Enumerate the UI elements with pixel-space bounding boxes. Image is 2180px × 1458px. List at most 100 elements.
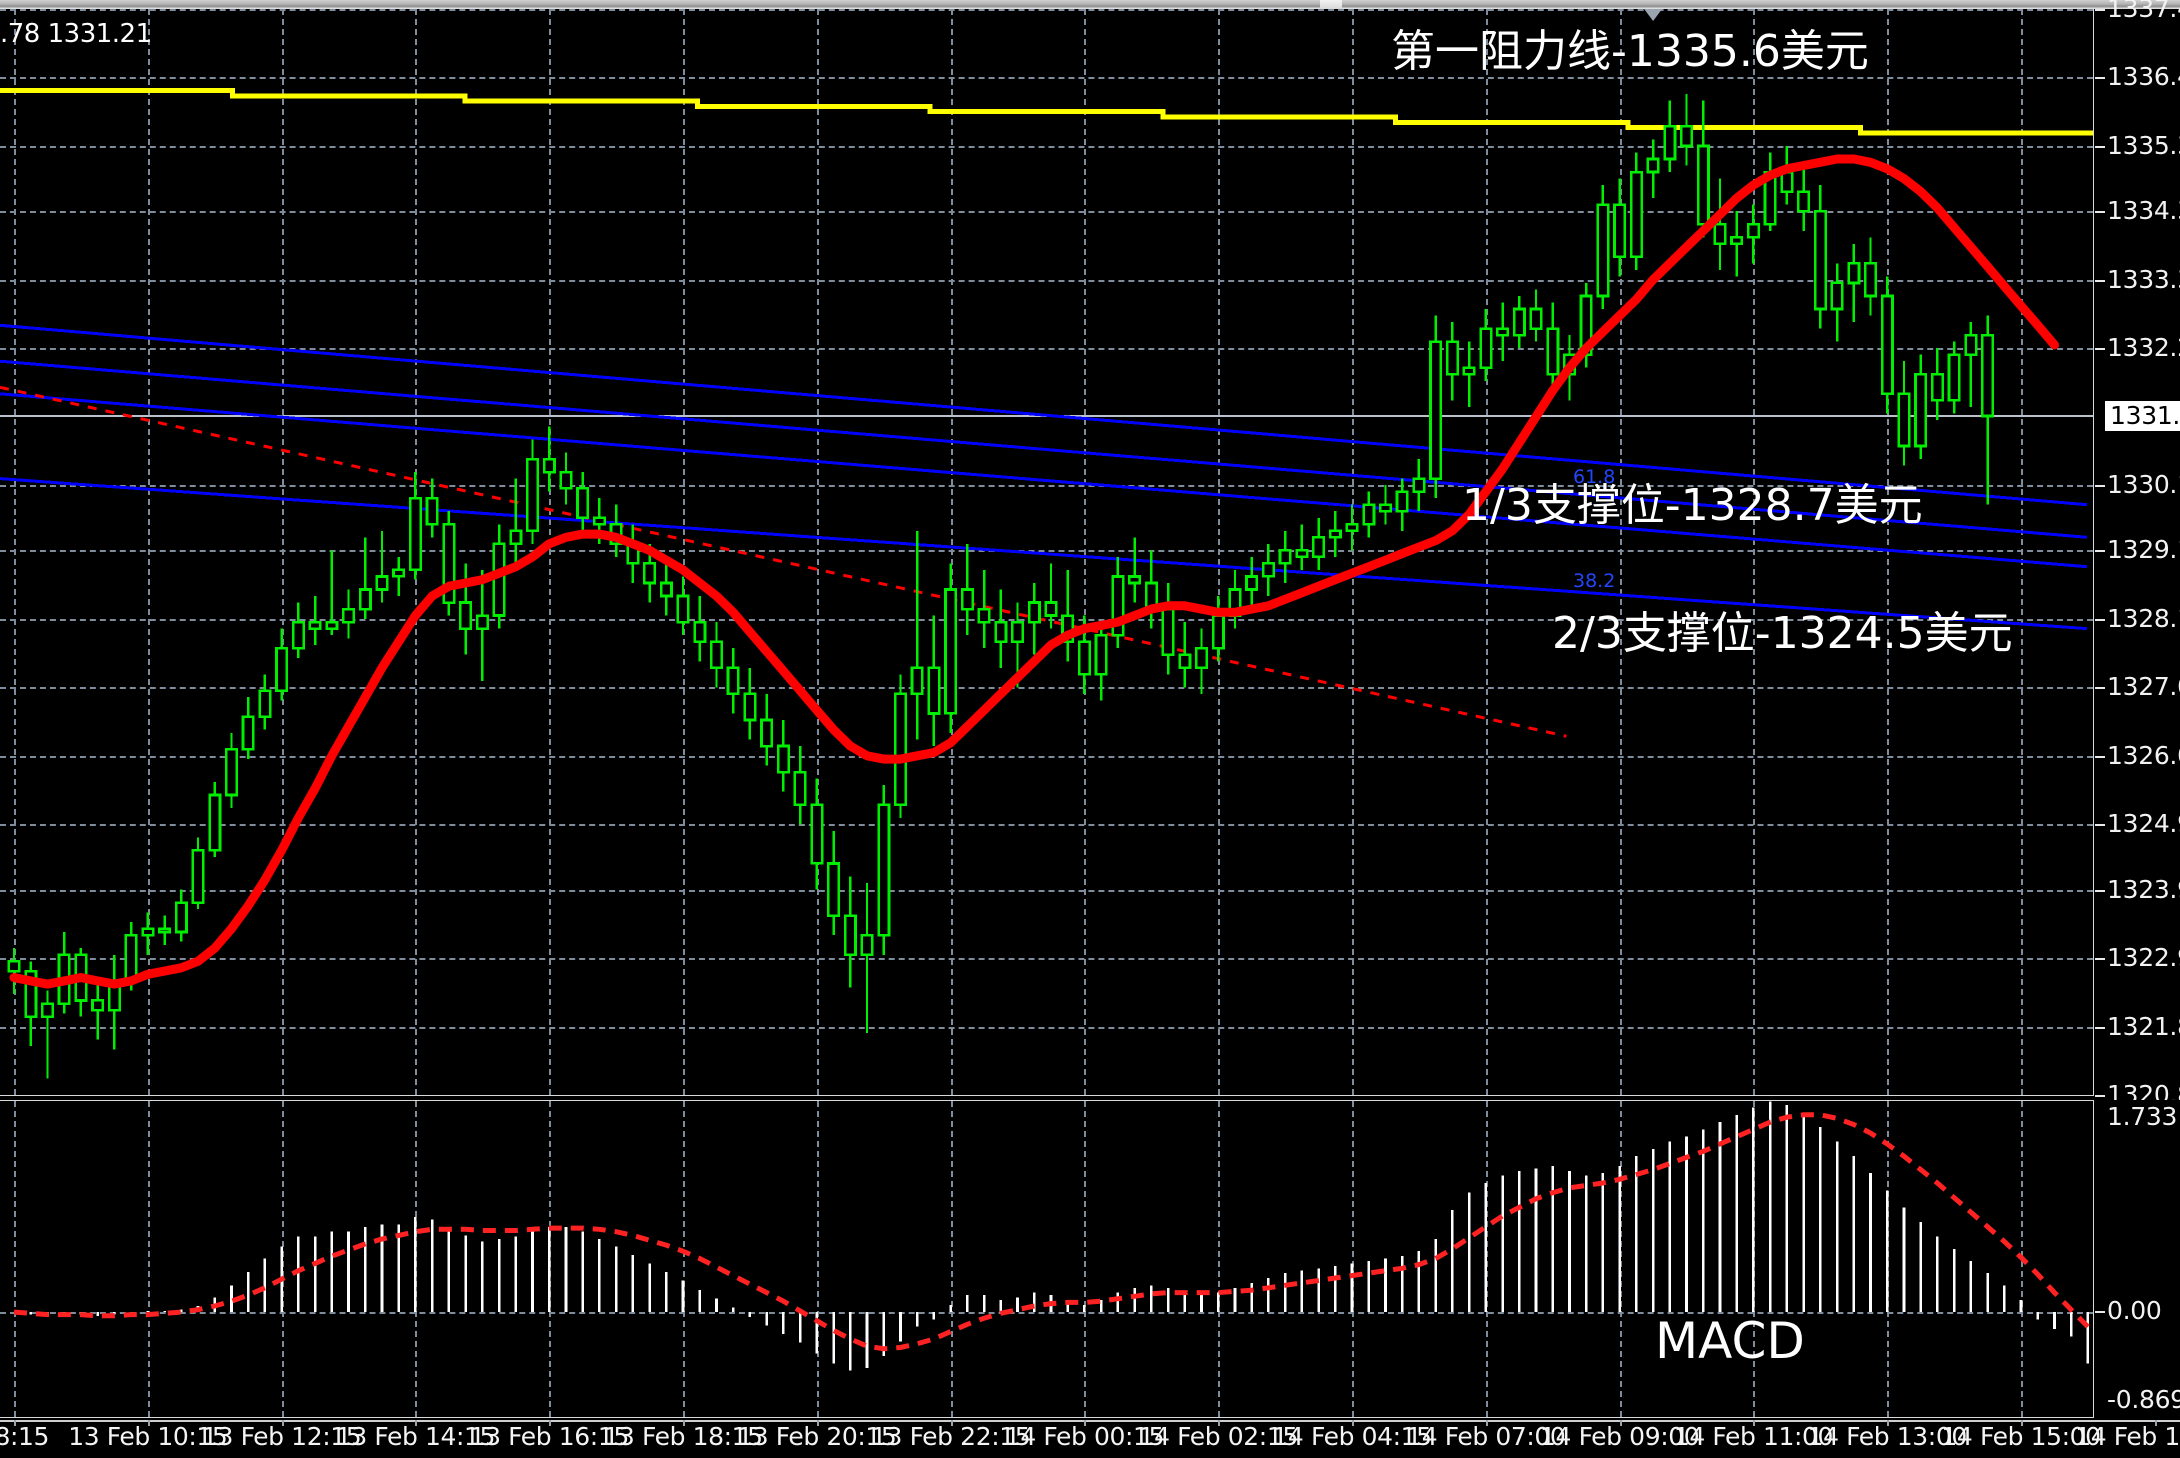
candle-body bbox=[693, 620, 707, 643]
time-tick-label: 14 Feb 11:00 bbox=[1673, 1422, 1834, 1451]
price-tick-label: 1333.30 bbox=[2107, 264, 2180, 294]
fib-label-38-2: 38.2 bbox=[1573, 570, 1616, 592]
candle-body bbox=[776, 744, 790, 774]
price-tick-label: 1336.40 bbox=[2107, 62, 2180, 92]
price-tick bbox=[2095, 9, 2105, 11]
fib-line-50.0 bbox=[0, 392, 2088, 569]
candle-body bbox=[325, 620, 339, 630]
price-tick-label: 1322.90 bbox=[2107, 943, 2180, 973]
candle-body bbox=[1646, 157, 1660, 174]
candle-body bbox=[525, 457, 539, 533]
candle-body bbox=[1730, 236, 1744, 246]
candle-body bbox=[24, 969, 38, 1019]
candle-body bbox=[1111, 575, 1125, 637]
candle-body bbox=[927, 666, 941, 715]
candle-body bbox=[1947, 353, 1961, 402]
candle-body bbox=[1345, 522, 1359, 533]
price-tick bbox=[2095, 550, 2105, 553]
candle-body bbox=[1529, 307, 1543, 330]
fib-line-61.8 bbox=[0, 359, 2088, 539]
candle-body bbox=[475, 614, 489, 630]
price-tick-label: 1332.25 bbox=[2107, 333, 2180, 363]
candle-body bbox=[1479, 327, 1493, 370]
time-tick-label: 13 Feb 20:15 bbox=[737, 1422, 897, 1451]
time-tick-label: 14 Feb 02:15 bbox=[1138, 1422, 1299, 1451]
candle-body bbox=[442, 522, 456, 604]
price-tick-label: 1334.35 bbox=[2107, 196, 2180, 226]
candle-body bbox=[1663, 125, 1677, 161]
candle-body bbox=[308, 620, 322, 630]
candle-body bbox=[576, 487, 590, 520]
current-price-label: 1331.21 bbox=[2105, 401, 2180, 431]
time-tick bbox=[147, 1420, 150, 1426]
time-tick bbox=[1753, 1420, 1756, 1426]
candle-body bbox=[977, 607, 991, 624]
price-chart-panel[interactable]: .78 1331.21 第一阻力线-1335.6美元 1/3支撑位-1328.7… bbox=[0, 9, 2094, 1096]
candle-body bbox=[459, 601, 473, 630]
price-tick bbox=[2095, 279, 2105, 282]
candle-body bbox=[392, 568, 406, 578]
candle-body bbox=[893, 692, 907, 807]
price-tick bbox=[2095, 1095, 2105, 1097]
candle-body bbox=[1161, 607, 1175, 657]
price-tick-label: 1321.85 bbox=[2107, 1011, 2180, 1041]
macd-axis[interactable]: 1.733 0.00 -0.869 bbox=[2095, 1100, 2180, 1418]
time-tick bbox=[1218, 1420, 1221, 1426]
titlebar-handle[interactable] bbox=[1320, 0, 1342, 9]
time-tick-label: 13 Feb 14:15 bbox=[335, 1422, 496, 1451]
candle-body bbox=[1512, 307, 1526, 337]
price-axis[interactable]: 1337.45 1336.40 1335.35 1334.35 1333.30 1332.… bbox=[2095, 0, 2180, 1107]
candle-body bbox=[1245, 575, 1259, 591]
time-tick-label: 13 Feb 18:15 bbox=[603, 1422, 763, 1451]
fib-label-61-8: 61.8 bbox=[1573, 466, 1616, 488]
window-titlebar bbox=[0, 0, 2180, 9]
fib-line-38.2 bbox=[0, 477, 2088, 631]
candlestick-series bbox=[7, 93, 1995, 1079]
macd-panel[interactable]: MACD bbox=[0, 1100, 2094, 1418]
candle-body bbox=[1713, 222, 1727, 246]
macd-tick bbox=[2095, 1311, 2105, 1314]
price-tick bbox=[2095, 1026, 2105, 1029]
candle-body bbox=[1914, 372, 1928, 448]
crosshair-marker bbox=[1644, 9, 1663, 21]
candle-body bbox=[225, 747, 239, 797]
candle-body bbox=[291, 620, 305, 650]
candle-body bbox=[1981, 333, 1995, 418]
resistance-line-yellow bbox=[0, 88, 2093, 136]
candle-body bbox=[1964, 333, 1978, 357]
price-tick-label: 1335.35 bbox=[2107, 130, 2180, 160]
candle-body bbox=[1864, 262, 1878, 298]
time-tick bbox=[1619, 1420, 1622, 1426]
time-tick-label: 13 Feb 10:15 bbox=[68, 1422, 228, 1451]
candle-body bbox=[860, 933, 874, 957]
time-tick-label: 08:15 bbox=[0, 1422, 50, 1451]
annotation-resistance-1: 第一阻力线-1335.6美元 bbox=[1391, 26, 1869, 77]
price-tick bbox=[2095, 145, 2105, 148]
price-tick-label: 1330.15 bbox=[2107, 470, 2180, 500]
candle-body bbox=[492, 542, 506, 617]
candle-body bbox=[1395, 490, 1409, 513]
candle-body bbox=[1897, 392, 1911, 448]
time-tick bbox=[2154, 1420, 2157, 1426]
time-tick-label: 14 Feb 13:00 bbox=[1807, 1422, 1968, 1451]
time-tick-label: 14 Feb 04:15 bbox=[1272, 1422, 1432, 1451]
moving-average-line bbox=[9, 154, 2059, 989]
price-series-layer bbox=[0, 9, 2093, 1079]
candle-body bbox=[158, 927, 172, 934]
candle-body bbox=[944, 588, 958, 715]
time-tick bbox=[281, 1420, 284, 1426]
candle-body bbox=[827, 862, 841, 918]
annotation-support-1-3: 1/3支撑位-1328.7美元 bbox=[1462, 480, 1923, 531]
quote-readout: .78 1331.21 bbox=[0, 19, 152, 49]
candle-body bbox=[676, 594, 690, 624]
candle-body bbox=[960, 588, 974, 611]
candle-body bbox=[1027, 601, 1041, 624]
price-tick-label: 1329.15 bbox=[2107, 535, 2180, 565]
time-tick-label: 13 Feb 16:15 bbox=[469, 1422, 630, 1451]
candle-body bbox=[793, 770, 807, 806]
candle-body bbox=[910, 666, 924, 696]
time-tick bbox=[14, 1420, 17, 1426]
price-tick bbox=[2095, 824, 2105, 827]
